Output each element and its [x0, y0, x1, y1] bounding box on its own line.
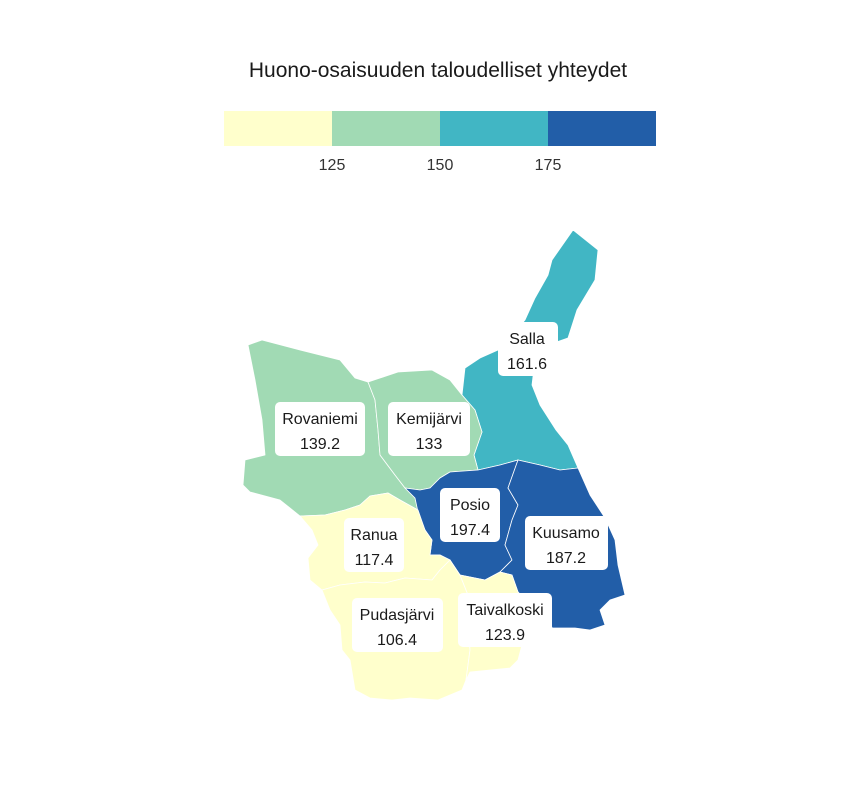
- map-title: Huono-osaisuuden taloudelliset yhteydet: [249, 59, 627, 82]
- label-kemijarvi-value: 133: [416, 436, 443, 453]
- legend-swatch-1: [224, 111, 332, 146]
- region-labels: Salla 161.6 Rovaniemi 139.2 Kemijärvi 13…: [275, 322, 608, 652]
- label-rovaniemi-name: Rovaniemi: [282, 411, 358, 428]
- label-ranua: Ranua 117.4: [344, 518, 404, 572]
- label-kemijarvi-name: Kemijärvi: [396, 411, 462, 428]
- label-ranua-name: Ranua: [350, 527, 397, 544]
- legend-tick-175: 175: [535, 157, 562, 174]
- label-pudasjarvi: Pudasjärvi 106.4: [352, 598, 443, 652]
- label-kuusamo: Kuusamo 187.2: [525, 516, 608, 570]
- label-rovaniemi: Rovaniemi 139.2: [275, 402, 365, 456]
- color-legend: 125 150 175: [224, 111, 656, 174]
- label-ranua-value: 117.4: [355, 552, 394, 569]
- label-taivalkoski: Taivalkoski 123.9: [458, 593, 552, 647]
- label-rovaniemi-value: 139.2: [300, 436, 340, 453]
- label-posio-name: Posio: [450, 497, 490, 514]
- legend-tick-150: 150: [427, 157, 454, 174]
- label-salla-value: 161.6: [507, 356, 547, 373]
- label-pudasjarvi-value: 106.4: [377, 632, 417, 649]
- label-kemijarvi: Kemijärvi 133: [388, 402, 470, 456]
- label-pudasjarvi-name: Pudasjärvi: [360, 607, 435, 624]
- label-salla: Salla 161.6: [498, 322, 558, 376]
- label-posio: Posio 197.4: [440, 488, 500, 542]
- label-taivalkoski-name: Taivalkoski: [466, 602, 543, 619]
- label-kuusamo-value: 187.2: [546, 550, 586, 567]
- legend-swatch-2: [332, 111, 440, 146]
- label-taivalkoski-value: 123.9: [485, 627, 525, 644]
- legend-tick-125: 125: [319, 157, 346, 174]
- label-salla-name: Salla: [509, 331, 545, 348]
- label-kuusamo-name: Kuusamo: [532, 525, 600, 542]
- legend-swatch-4: [548, 111, 656, 146]
- label-posio-value: 197.4: [450, 522, 490, 539]
- legend-swatch-3: [440, 111, 548, 146]
